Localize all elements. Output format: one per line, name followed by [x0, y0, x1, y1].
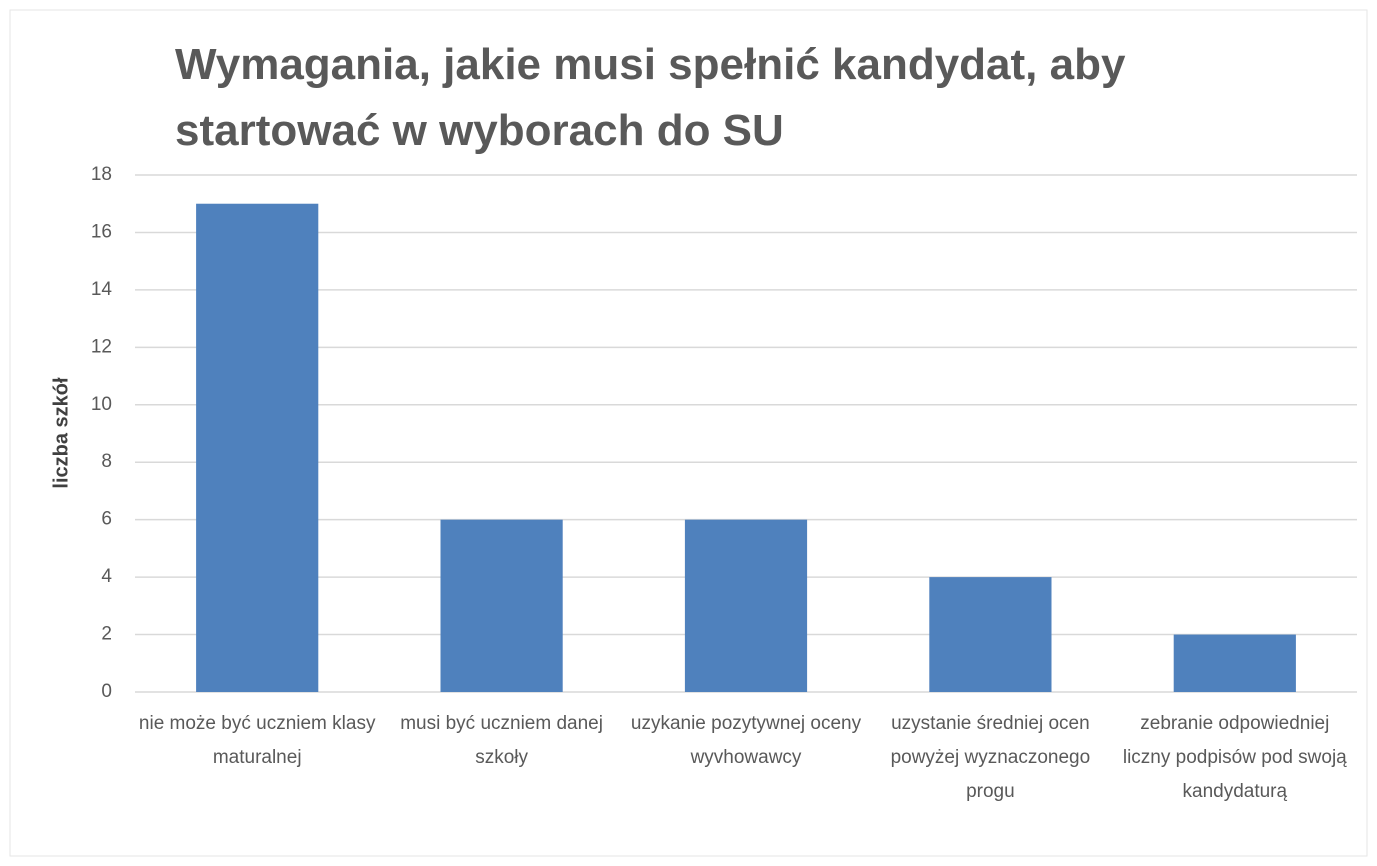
x-tick-label: zebranie odpowiedniej liczny podpisów po…: [1122, 713, 1347, 802]
y-tick-label: 2: [101, 624, 112, 645]
y-tick-label: 10: [91, 394, 112, 415]
y-tick-label: 8: [101, 451, 112, 472]
x-tick-label: uzykanie pozytywnej oceny wyvhowawcy: [630, 713, 862, 768]
y-tick-label: 14: [91, 279, 113, 300]
y-tick-label: 0: [101, 681, 112, 702]
bar: [684, 519, 808, 692]
y-axis-label: liczba szkół: [50, 377, 72, 489]
bar: [1173, 634, 1296, 692]
y-tick-label: 12: [91, 336, 112, 357]
y-tick-label: 4: [101, 566, 112, 587]
bar: [196, 203, 319, 692]
y-tick-label: 6: [101, 509, 112, 530]
bar: [929, 577, 1052, 692]
chart-title: Wymagania, jakie musi spełnić kandydat, …: [175, 40, 1126, 155]
bar: [440, 519, 563, 692]
x-tick-label: nie może być uczniem klasy maturalnej: [138, 713, 376, 768]
x-tick-label: uzystanie średniej ocen powyżej wyznaczo…: [890, 713, 1091, 802]
chart-border: [9, 9, 1368, 857]
y-tick-label: 18: [91, 164, 112, 185]
x-tick-label: musi być uczniem danej szkoły: [400, 713, 603, 768]
y-tick-label: 16: [91, 221, 112, 242]
